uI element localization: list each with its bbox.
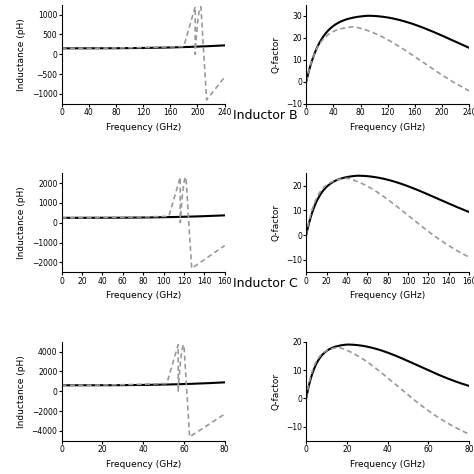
Y-axis label: Q-factor: Q-factor bbox=[272, 36, 281, 73]
Y-axis label: Inductance (pH): Inductance (pH) bbox=[17, 355, 26, 428]
Y-axis label: Q-factor: Q-factor bbox=[272, 373, 281, 410]
X-axis label: Frequency (GHz): Frequency (GHz) bbox=[350, 123, 425, 132]
Y-axis label: Q-factor: Q-factor bbox=[272, 204, 281, 241]
Y-axis label: Inductance (pH): Inductance (pH) bbox=[17, 18, 26, 91]
X-axis label: Frequency (GHz): Frequency (GHz) bbox=[106, 123, 181, 132]
X-axis label: Frequency (GHz): Frequency (GHz) bbox=[106, 291, 181, 300]
Y-axis label: Inductance (pH): Inductance (pH) bbox=[17, 186, 26, 259]
X-axis label: Frequency (GHz): Frequency (GHz) bbox=[350, 291, 425, 300]
X-axis label: Frequency (GHz): Frequency (GHz) bbox=[350, 459, 425, 468]
X-axis label: Frequency (GHz): Frequency (GHz) bbox=[106, 459, 181, 468]
Text: Inductor C: Inductor C bbox=[233, 277, 298, 290]
Text: Inductor B: Inductor B bbox=[233, 109, 298, 122]
